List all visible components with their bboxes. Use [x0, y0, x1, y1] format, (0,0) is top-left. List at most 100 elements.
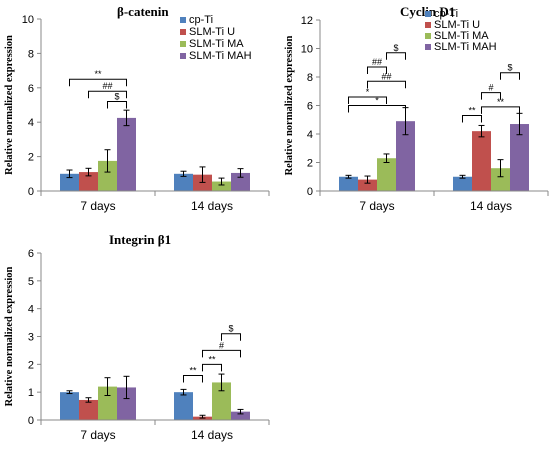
chart-title: β-catenin [117, 4, 169, 19]
significance-bracket [88, 90, 127, 99]
y-tick-label: 2 [307, 158, 313, 170]
significance-bracket [183, 374, 203, 383]
x-tick-label: 7 days [80, 428, 115, 442]
bracket-line [107, 101, 127, 109]
bracket-line [348, 105, 406, 113]
significance-bracket [107, 101, 127, 109]
y-tick-label: 10 [22, 14, 34, 26]
error-bar [85, 397, 92, 403]
significance-label: $ [393, 43, 398, 53]
bracket-line [202, 363, 222, 372]
bracket-line [462, 114, 482, 123]
error-bar [218, 373, 225, 392]
error-bar [459, 174, 466, 179]
significance-label: $ [507, 63, 512, 73]
error-bar [104, 149, 111, 173]
legend-label: SLM-Ti MAH [434, 41, 497, 53]
bar-cp-ti-1 [60, 392, 79, 420]
bar-cp-ti-2 [174, 392, 193, 420]
bar-slm-ti-u-1 [79, 399, 98, 420]
significance-bracket [348, 105, 406, 113]
bar-slm-ti-ma-1 [98, 160, 117, 191]
significance-label: # [219, 340, 224, 350]
y-tick-label: 12 [301, 15, 313, 27]
chart-title: Integrin β1 [109, 232, 171, 247]
bar-slm-ti-u-1 [79, 172, 98, 191]
error-bar [66, 390, 73, 395]
legend-swatch [180, 53, 186, 59]
significance-label: ** [468, 105, 476, 115]
bar-slm-ti-mah-2 [231, 411, 250, 420]
significance-label: ## [372, 57, 382, 67]
significance-label: ** [497, 97, 505, 107]
error-bar [123, 375, 130, 400]
legend-label: cp-Ti [434, 8, 458, 20]
y-tick-label: 4 [28, 117, 34, 129]
bracket-line [202, 349, 241, 358]
bar-slm-ti-ma-2 [491, 168, 510, 191]
bracket-line [221, 333, 241, 341]
error-bar [237, 408, 244, 415]
x-tick-label: 7 days [80, 199, 115, 213]
bar-slm-ti-mah-1 [117, 117, 136, 191]
legend-swatch [180, 17, 186, 23]
legend-swatch [425, 11, 431, 17]
legend-label: SLM-Ti MAH [189, 50, 252, 62]
bar-slm-ti-u-1 [358, 179, 377, 191]
significance-bracket [348, 96, 387, 104]
significance-label: ## [381, 71, 391, 81]
error-bar [180, 170, 187, 177]
y-tick-label: 6 [28, 248, 34, 260]
y-axis-label: Relative normalized expression [4, 35, 15, 175]
error-bar [497, 159, 504, 178]
significance-bracket [221, 333, 241, 341]
bar-cp-ti-2 [174, 173, 193, 191]
bar-slm-ti-mah-2 [510, 124, 529, 191]
y-tick-label: 1 [28, 387, 34, 399]
significance-bracket [367, 80, 406, 89]
bracket-line [481, 92, 501, 100]
y-tick-label: 6 [307, 101, 313, 113]
y-tick-label: 2 [28, 152, 34, 164]
y-tick-label: 2 [28, 359, 34, 371]
significance-bracket [69, 78, 127, 87]
legend-label: SLM-Ti U [434, 19, 480, 31]
bracket-line [386, 52, 406, 60]
bar-slm-ti-u-2 [472, 131, 491, 191]
significance-bracket [386, 52, 406, 60]
error-bar [364, 175, 371, 184]
legend-swatch [425, 33, 431, 39]
error-bar [66, 169, 73, 179]
x-tick-label: 14 days [470, 199, 512, 213]
error-bar [383, 153, 390, 163]
error-bar [104, 377, 111, 397]
chart-1: β-catenin Relative normalized expression 0… [4, 4, 270, 213]
legend-swatch [425, 22, 431, 28]
x-tick-label: 14 days [191, 199, 233, 213]
x-tick-label: 14 days [191, 428, 233, 442]
y-tick-label: 0 [28, 415, 34, 427]
x-tick-label: 7 days [359, 199, 394, 213]
error-bar [85, 167, 92, 177]
y-tick-label: 4 [28, 304, 34, 316]
y-tick-label: 0 [28, 186, 34, 198]
chart-3: Integrin β1 Relative normalized expressio… [4, 232, 270, 442]
significance-bracket [462, 114, 482, 123]
bracket-line [367, 80, 406, 89]
error-bar [345, 174, 352, 179]
bracket-line [367, 66, 387, 75]
significance-label: * [366, 87, 370, 97]
significance-bracket [500, 72, 520, 80]
legend-swatch [180, 29, 186, 35]
legend-label: cp-Ti [189, 14, 213, 26]
y-axis-label: Relative normalized expression [4, 266, 15, 406]
y-tick-label: 6 [28, 83, 34, 95]
bar-slm-ti-mah-1 [396, 121, 415, 191]
bar-cp-ti-1 [60, 173, 79, 191]
y-tick-label: 0 [307, 186, 313, 198]
bracket-line [183, 374, 203, 383]
significance-bracket [367, 66, 387, 75]
significance-label: ** [94, 69, 102, 79]
